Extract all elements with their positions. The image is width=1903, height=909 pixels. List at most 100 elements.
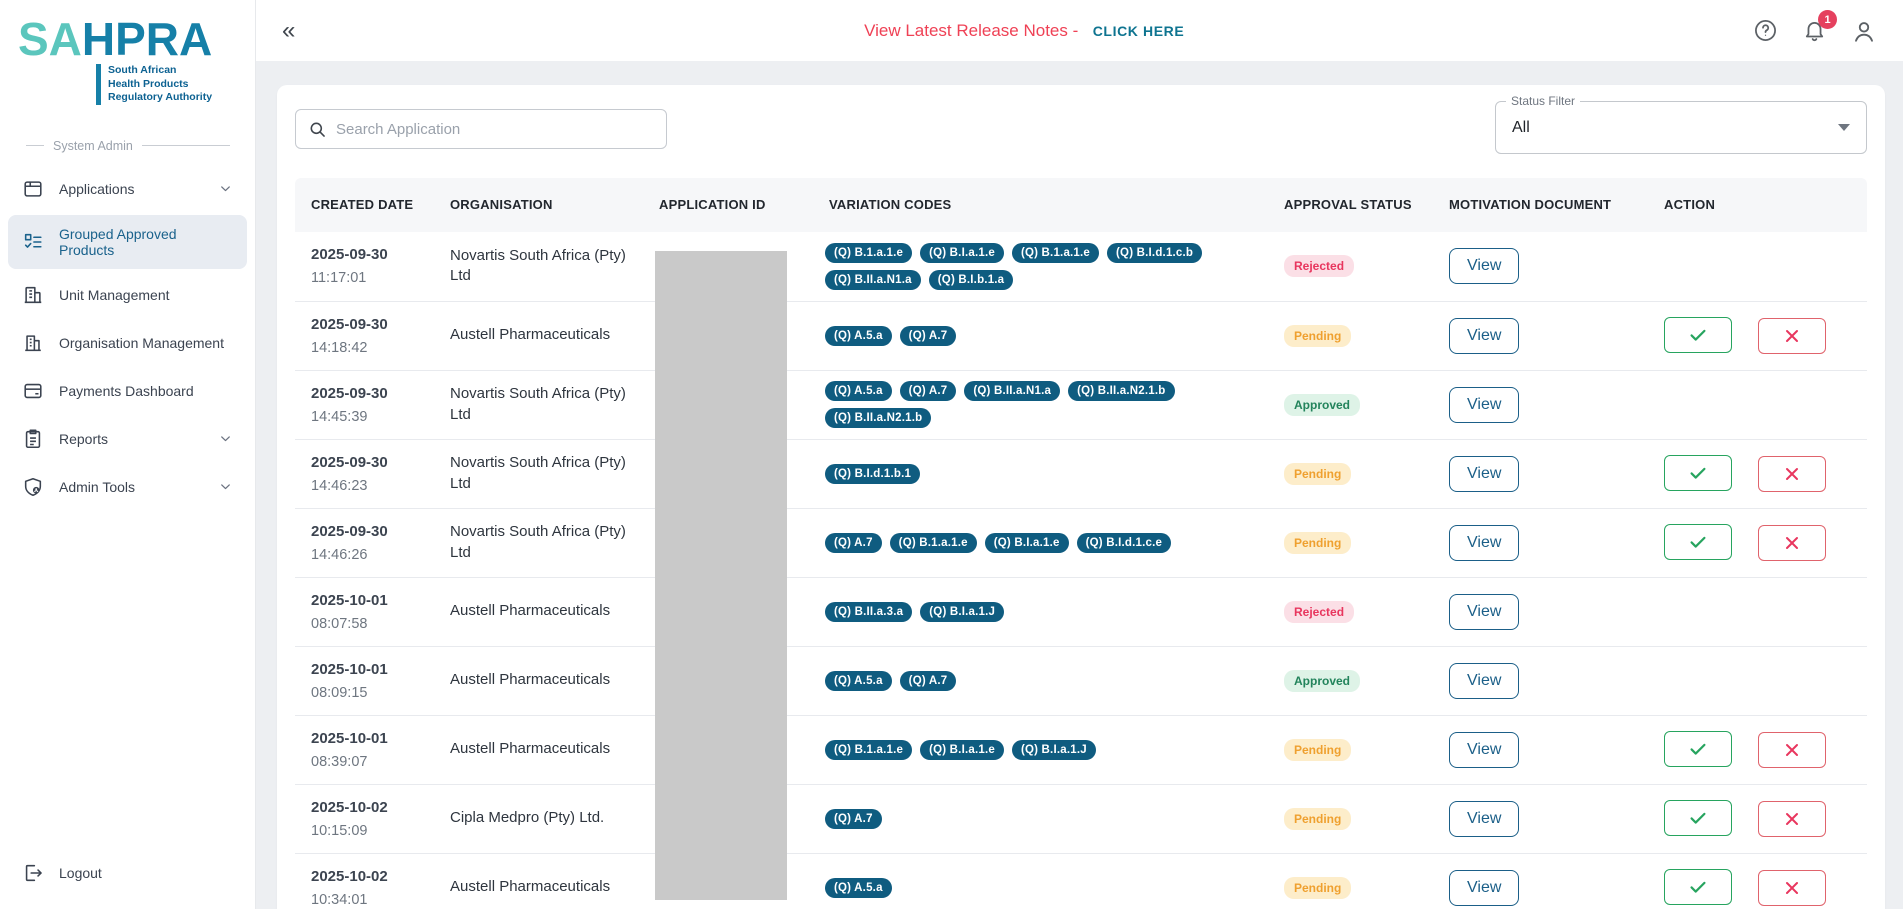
view-motivation-button[interactable]: View bbox=[1449, 732, 1519, 768]
table-row: 2025-10-0108:09:15Austell Pharmaceutical… bbox=[295, 646, 1867, 715]
search-input[interactable] bbox=[336, 121, 654, 138]
sidebar-item-reports[interactable]: Reports bbox=[8, 417, 247, 461]
sidebar-item-grouped-approved-products[interactable]: Grouped Approved Products bbox=[8, 215, 247, 269]
view-motivation-button[interactable]: View bbox=[1449, 456, 1519, 492]
sidebar-item-unit-management[interactable]: Unit Management bbox=[8, 273, 247, 317]
created-date: 2025-10-02 bbox=[311, 868, 418, 885]
variation-codes: (Q) B.1.a.1.e(Q) B.I.a.1.e(Q) B.1.a.1.e(… bbox=[825, 243, 1256, 290]
logo-tagline: South African Health Products Regulatory… bbox=[96, 64, 245, 105]
variation-code-chip: (Q) A.5.a bbox=[825, 878, 892, 898]
variation-codes: (Q) B.II.a.3.a (Q) B.I.a.1.J bbox=[825, 602, 1256, 622]
approve-button[interactable] bbox=[1664, 800, 1732, 836]
view-motivation-button[interactable]: View bbox=[1449, 248, 1519, 284]
reject-button[interactable] bbox=[1758, 525, 1826, 561]
notification-count-badge: 1 bbox=[1818, 10, 1837, 29]
sidebar-item-label: Admin Tools bbox=[59, 479, 135, 495]
reject-button[interactable] bbox=[1758, 870, 1826, 906]
applications-card: Status Filter All CREATED DATE OR bbox=[277, 85, 1885, 909]
view-motivation-button[interactable]: View bbox=[1449, 663, 1519, 699]
variation-code-chip: (Q) A.5.a bbox=[825, 671, 892, 691]
variation-code-chip: (Q) A.7 bbox=[900, 381, 957, 401]
status-badge: Rejected bbox=[1284, 601, 1354, 623]
reject-button[interactable] bbox=[1758, 732, 1826, 768]
organisation-name: Novartis South Africa (Pty) Ltd bbox=[450, 246, 627, 287]
sidebar-item-organisation-management[interactable]: Organisation Management bbox=[8, 321, 247, 365]
sidebar-item-applications[interactable]: Applications bbox=[8, 167, 247, 211]
sidebar-item-admin-tools[interactable]: Admin Tools bbox=[8, 465, 247, 509]
payments-dashboard-icon bbox=[22, 380, 44, 402]
reports-icon bbox=[22, 428, 44, 450]
variation-code-chip: (Q) B.1.a.1.e bbox=[825, 740, 912, 760]
sidebar-item-logout[interactable]: Logout bbox=[8, 851, 247, 895]
reject-button[interactable] bbox=[1758, 456, 1826, 492]
x-icon bbox=[1782, 878, 1802, 898]
approve-button[interactable] bbox=[1664, 317, 1732, 353]
chevron-down-icon bbox=[1838, 124, 1850, 131]
status-badge: Pending bbox=[1284, 325, 1351, 347]
column-header-created-date: CREATED DATE bbox=[295, 178, 434, 232]
view-motivation-button[interactable]: View bbox=[1449, 801, 1519, 837]
status-filter-value: All bbox=[1512, 119, 1530, 137]
status-badge: Pending bbox=[1284, 532, 1351, 554]
table-row: 2025-10-0108:39:07Austell Pharmaceutical… bbox=[295, 715, 1867, 784]
variation-codes: (Q) B.1.a.1.e(Q) B.I.a.1.e(Q) B.I.a.1.J bbox=[825, 740, 1256, 760]
variation-code-chip: (Q) B.II.a.3.a bbox=[825, 602, 912, 622]
approve-button[interactable] bbox=[1664, 869, 1732, 905]
x-icon bbox=[1782, 464, 1802, 484]
applications-table-wrap: CREATED DATE ORGANISATION APPLICATION ID… bbox=[295, 178, 1867, 909]
variation-codes: (Q) A.7 bbox=[825, 809, 1256, 829]
check-icon bbox=[1685, 807, 1711, 829]
status-filter-select[interactable]: Status Filter All bbox=[1495, 101, 1867, 154]
approve-button[interactable] bbox=[1664, 731, 1732, 767]
variation-code-chip: (Q) B.I.b.1.a bbox=[929, 270, 1014, 290]
created-date: 2025-10-01 bbox=[311, 661, 418, 678]
table-row: 2025-09-3014:45:39Novartis South Africa … bbox=[295, 370, 1867, 439]
application-id-redaction bbox=[655, 251, 787, 900]
notifications-bell-icon[interactable]: 1 bbox=[1802, 18, 1827, 43]
x-icon bbox=[1782, 533, 1802, 553]
organisation-name: Austell Pharmaceuticals bbox=[450, 877, 627, 897]
sidebar-item-payments-dashboard[interactable]: Payments Dashboard bbox=[8, 369, 247, 413]
user-profile-icon[interactable] bbox=[1851, 18, 1877, 44]
table-row: 2025-09-3014:18:42Austell Pharmaceutical… bbox=[295, 301, 1867, 370]
view-motivation-button[interactable]: View bbox=[1449, 318, 1519, 354]
sidebar-item-label: Unit Management bbox=[59, 287, 170, 303]
view-motivation-button[interactable]: View bbox=[1449, 525, 1519, 561]
column-header-organisation: ORGANISATION bbox=[434, 178, 643, 232]
variation-codes: (Q) B.I.d.1.b.1 bbox=[825, 464, 1256, 484]
reject-button[interactable] bbox=[1758, 801, 1826, 837]
unit-management-icon bbox=[22, 284, 44, 306]
release-notes-banner: View Latest Release Notes - CLICK HERE bbox=[295, 21, 1753, 41]
view-motivation-button[interactable]: View bbox=[1449, 387, 1519, 423]
variation-code-chip: (Q) B.II.a.N1.a bbox=[825, 270, 921, 290]
logo-sa: SA bbox=[18, 13, 82, 65]
created-date: 2025-09-30 bbox=[311, 385, 418, 402]
sidebar-nav: ApplicationsGrouped Approved Products Uni… bbox=[0, 167, 255, 509]
logo-wordmark: SAHPRA bbox=[18, 16, 245, 62]
topbar-icons: 1 bbox=[1753, 18, 1877, 44]
approve-button[interactable] bbox=[1664, 455, 1732, 491]
content-area: Status Filter All CREATED DATE OR bbox=[256, 61, 1903, 909]
variation-code-chip: (Q) B.1.a.1.e bbox=[825, 243, 912, 263]
view-motivation-button[interactable]: View bbox=[1449, 594, 1519, 630]
release-notes-link[interactable]: CLICK HERE bbox=[1093, 23, 1185, 39]
help-icon[interactable] bbox=[1753, 18, 1778, 43]
variation-codes: (Q) A.5.a(Q) A.7(Q) B.II.a.N1.a(Q) B.II.… bbox=[825, 381, 1256, 428]
organisation-management-icon bbox=[22, 332, 44, 354]
approve-button[interactable] bbox=[1664, 524, 1732, 560]
variation-code-chip: (Q) B.I.d.1.b.1 bbox=[825, 464, 920, 484]
view-motivation-button[interactable]: View bbox=[1449, 870, 1519, 906]
variation-codes: (Q) A.7(Q) B.1.a.1.e(Q) B.I.a.1.e(Q) B.I… bbox=[825, 533, 1256, 553]
check-icon bbox=[1685, 876, 1711, 898]
chevron-down-icon bbox=[218, 431, 233, 446]
reject-button[interactable] bbox=[1758, 318, 1826, 354]
created-date: 2025-09-30 bbox=[311, 454, 418, 471]
organisation-name: Cipla Medpro (Pty) Ltd. bbox=[450, 808, 627, 828]
sidebar-collapse-button[interactable]: « bbox=[282, 19, 295, 43]
check-icon bbox=[1685, 324, 1711, 346]
grouped-products-icon bbox=[22, 231, 44, 253]
variation-code-chip: (Q) B.I.a.1.J bbox=[920, 602, 1004, 622]
sidebar-item-label: Organisation Management bbox=[59, 335, 224, 351]
table-row: 2025-09-3014:46:23Novartis South Africa … bbox=[295, 439, 1867, 508]
variation-code-chip: (Q) B.I.a.1.e bbox=[985, 533, 1069, 553]
